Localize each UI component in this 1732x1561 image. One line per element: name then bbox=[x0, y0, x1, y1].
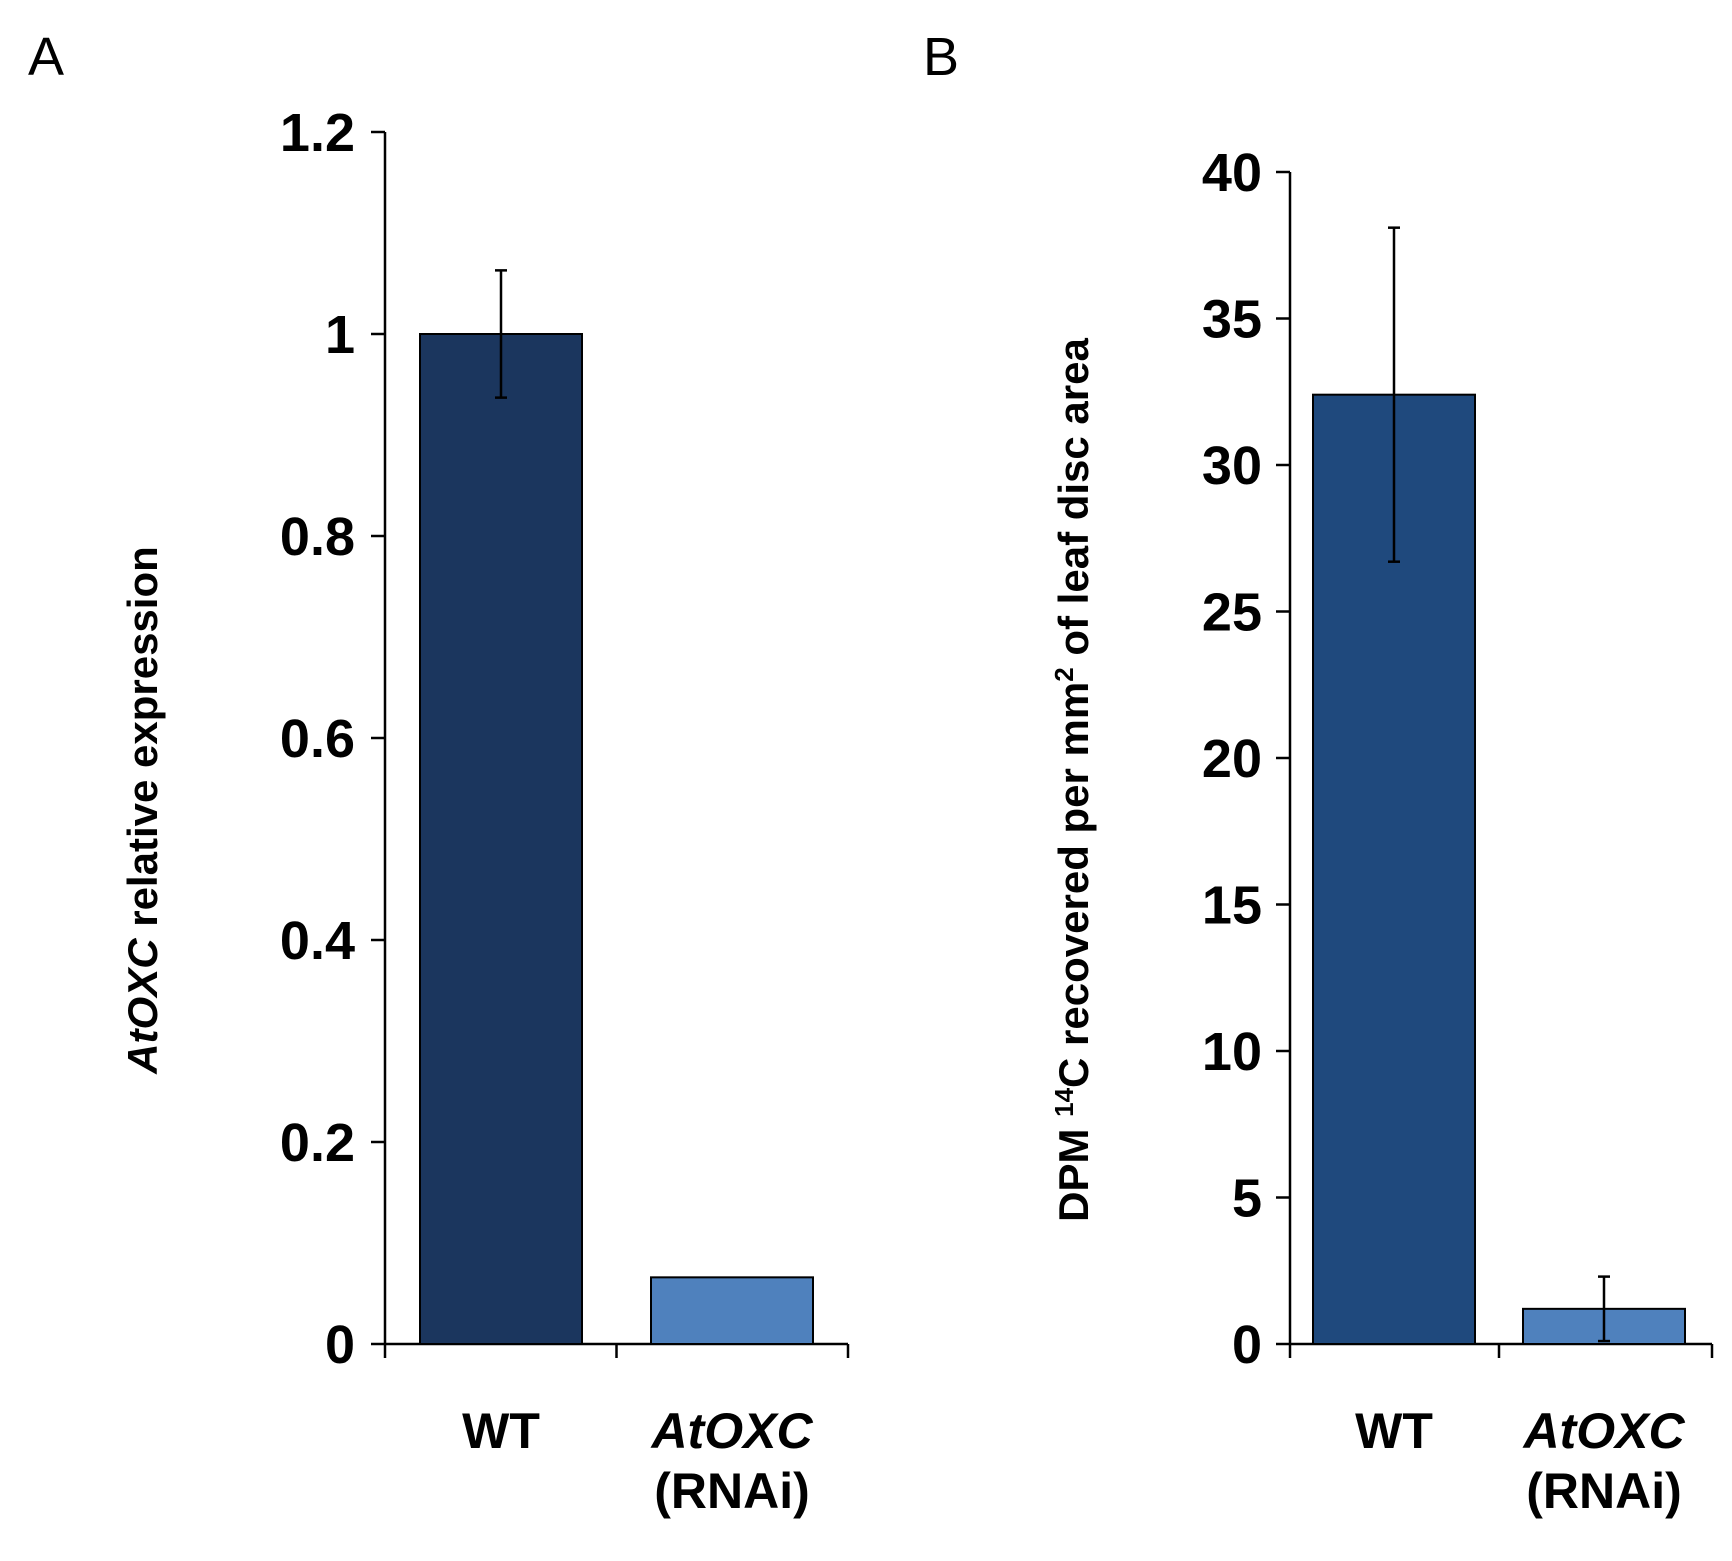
panel-b-y-ticks: 0 5 10 15 20 25 30 35 40 bbox=[1202, 143, 1290, 1375]
panel-a-y-axis-title: AtOXC relative expression bbox=[119, 546, 166, 1075]
panel-a-bar-0 bbox=[419, 333, 583, 1345]
panel-b-y-axis-title-sup1: 14 bbox=[1049, 1087, 1079, 1116]
panel-a-error-bars bbox=[495, 269, 507, 399]
panel-b-y-tick-label: 25 bbox=[1202, 583, 1262, 643]
panel-b-y-axis-title-pre: DPM bbox=[1050, 1117, 1097, 1222]
panel-a-bar-1 bbox=[650, 1276, 814, 1345]
panel-a-x-ticks bbox=[383, 1344, 850, 1358]
panel-b-category-label-0: WT bbox=[1355, 1403, 1433, 1459]
panel-b-label: B bbox=[923, 27, 959, 87]
panel-b-y-axis-title: DPM 14C recovered per mm2 of leaf disc a… bbox=[1049, 337, 1097, 1221]
panel-a-category-sublabel-1: (RNAi) bbox=[654, 1463, 810, 1519]
panel-b-y-tick-label: 40 bbox=[1202, 143, 1262, 203]
panel-a-y-tick-label: 0.2 bbox=[280, 1113, 355, 1173]
panel-b-y-axis-title-mid: C recovered per mm bbox=[1050, 682, 1097, 1088]
panel-b-x-ticks bbox=[1288, 1344, 1714, 1358]
panel-b-category-sublabel-1: (RNAi) bbox=[1526, 1463, 1682, 1519]
panel-b-y-axis-title-sup2: 2 bbox=[1049, 667, 1079, 681]
panel-a-y-axis-title-italic: AtOXC bbox=[119, 938, 166, 1075]
panel-a-y-tick-label: 1 bbox=[325, 305, 355, 365]
panel-a-y-tick-label: 0.4 bbox=[280, 911, 355, 971]
panel-b-y-tick-label: 30 bbox=[1202, 436, 1262, 496]
panel-b-y-tick-label: 10 bbox=[1202, 1022, 1262, 1082]
panel-a-label: A bbox=[28, 27, 64, 87]
panel-a-category-label-1: AtOXC bbox=[649, 1403, 813, 1459]
panel-a-category-label-0: WT bbox=[462, 1403, 540, 1459]
panel-b-y-tick-label: 0 bbox=[1232, 1315, 1262, 1375]
panel-b-y-tick-label: 20 bbox=[1202, 729, 1262, 789]
panel-a-y-tick-label: 0 bbox=[325, 1315, 355, 1375]
panel-b-bars bbox=[1312, 393, 1686, 1345]
panel-b: B DPM 14C recovered per mm2 of leaf disc… bbox=[923, 27, 1714, 1519]
panel-a-bars bbox=[419, 333, 814, 1345]
panel-a-y-tick-label: 0.8 bbox=[280, 507, 355, 567]
panel-b-y-tick-label: 15 bbox=[1202, 876, 1262, 936]
panel-a-categories: WT AtOXC(RNAi) bbox=[462, 1403, 813, 1519]
panel-b-category-label-1: AtOXC bbox=[1521, 1403, 1685, 1459]
panel-b-error-bars bbox=[1388, 226, 1610, 1343]
panel-a-y-tick-label: 1.2 bbox=[280, 103, 355, 163]
panel-b-y-axis-title-post: of leaf disc area bbox=[1050, 337, 1097, 667]
panel-a-y-ticks: 0 0.2 0.4 0.6 0.8 1 1.2 bbox=[280, 103, 385, 1375]
panel-a-y-tick-label: 0.6 bbox=[280, 709, 355, 769]
panel-a: A AtOXC relative expression 0 0.2 0.4 0.6 0.… bbox=[28, 27, 850, 1519]
panel-b-y-tick-label: 35 bbox=[1202, 290, 1262, 350]
panel-a-y-axis-title-rest: relative expression bbox=[119, 546, 166, 938]
panel-b-y-tick-label: 5 bbox=[1232, 1169, 1262, 1229]
panel-b-categories: WT AtOXC(RNAi) bbox=[1355, 1403, 1685, 1519]
